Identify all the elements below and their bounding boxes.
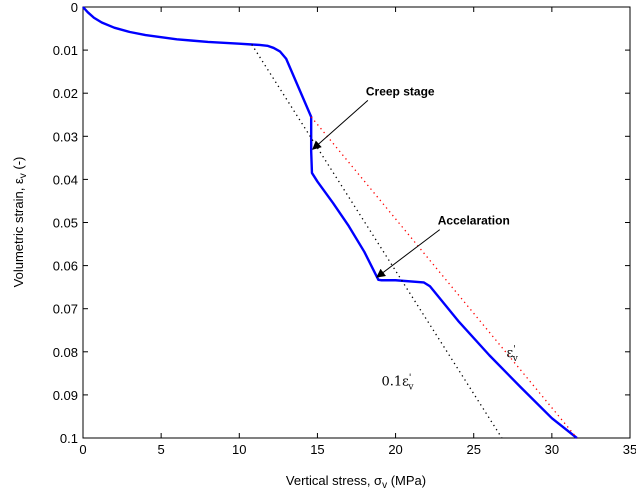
x-tick-label: 20	[388, 442, 402, 457]
x-tick-label: 10	[232, 442, 246, 457]
y-tick-label: 0.1	[60, 431, 78, 446]
x-axis-label: Vertical stress, σv (MPa)	[286, 473, 426, 491]
y-tick-label: 0.02	[53, 86, 78, 101]
y-axis-label-unit: (-)	[11, 157, 26, 174]
y-tick-label: 0	[71, 0, 78, 15]
y-tick-label: 0.07	[53, 302, 78, 317]
y-axis-label-sub: v	[18, 173, 29, 178]
x-tick-label: 30	[545, 442, 559, 457]
annotation-label: Accelaration	[438, 214, 510, 228]
x-tick-label: 5	[158, 442, 165, 457]
series-strain-curve	[82, 6, 578, 439]
ticks-layer: 0 5 10 15 20 25 30 35 0 0.01 0.02 0.03 0.04 0.05 0.06 0…	[53, 0, 636, 457]
annotation-arrow	[312, 99, 369, 150]
annotations-layer: Creep stage Accelaration ε' v 0.1ε' v	[312, 84, 519, 392]
series-reference-line-red	[310, 116, 578, 439]
y-tick-label: 0.08	[53, 345, 78, 360]
annotation-label: Creep stage	[366, 84, 435, 98]
y-tick-label: 0.06	[53, 259, 78, 274]
x-tick-label: 15	[310, 442, 324, 457]
plot-area	[82, 6, 631, 439]
y-axis-label-main: Volumetric strain, ε	[11, 178, 26, 287]
x-axis-label-unit: (MPa)	[387, 473, 426, 488]
x-axis-label-sub: v	[382, 480, 387, 491]
x-tick-label: 25	[466, 442, 480, 457]
x-tick-label: 35	[623, 442, 636, 457]
curve-label: 0.1ε' v	[382, 373, 415, 392]
curve-label: ε' v	[507, 345, 519, 364]
y-tick-label: 0.05	[53, 216, 78, 231]
y-tick-label: 0.03	[53, 129, 78, 144]
y-tick-label: 0.04	[53, 172, 78, 187]
y-tick-label: 0.09	[53, 388, 78, 403]
y-tick-label: 0.01	[53, 43, 78, 58]
x-axis-label-main: Vertical stress, σ	[286, 473, 382, 488]
y-axis-label: Volumetric strain, εv (-)	[11, 157, 29, 288]
series-layer	[82, 6, 578, 439]
x-tick-label: 0	[79, 442, 86, 457]
annotation-arrow	[376, 229, 441, 278]
